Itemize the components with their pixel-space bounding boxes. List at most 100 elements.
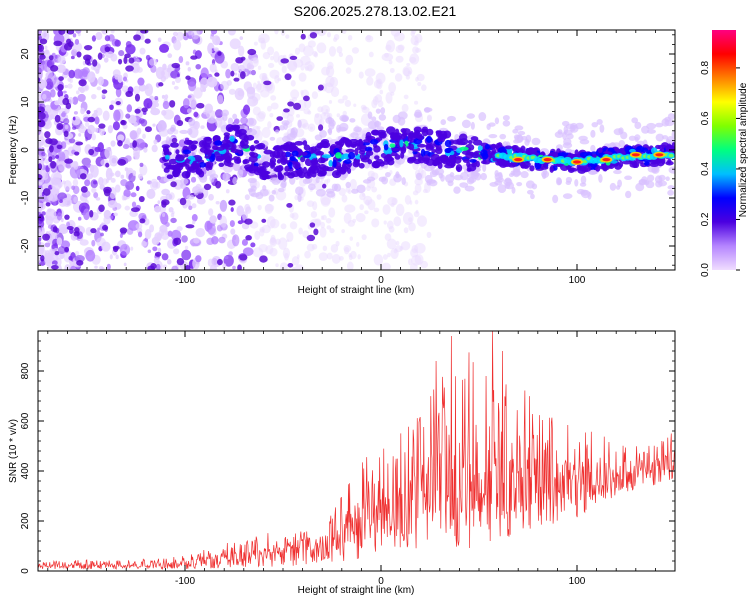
peak-amplitude-marker: [573, 160, 581, 164]
signal-halo: [232, 176, 238, 185]
signal-halo: [494, 117, 500, 125]
noise-speck-dark: [303, 95, 310, 102]
signal-band: [399, 139, 404, 148]
signal-halo: [590, 129, 596, 138]
noise-speck: [123, 262, 127, 267]
noise-speck: [224, 255, 229, 260]
signal-band: [275, 154, 281, 159]
signal-band: [568, 168, 575, 173]
signal-halo: [376, 126, 385, 131]
signal-band: [636, 146, 642, 153]
noise-speck: [51, 179, 62, 192]
signal-band: [170, 142, 179, 148]
signal-halo: [259, 188, 269, 197]
noise-speck: [66, 221, 71, 227]
noise-speck: [77, 125, 88, 134]
signal-band: [205, 164, 211, 171]
noise-speck: [404, 194, 412, 205]
signal-halo: [319, 130, 327, 138]
signal-halo: [667, 185, 675, 190]
signal-band: [230, 148, 240, 153]
noise-speck: [265, 245, 274, 255]
noise-speck: [347, 34, 353, 41]
signal-halo: [525, 134, 532, 143]
signal-halo: [590, 144, 596, 153]
noise-speck: [357, 254, 361, 260]
noise-speck-dark: [289, 55, 298, 60]
colorbar-ticks: 0.0 0.2 0.4 0.6 0.8: [700, 61, 740, 277]
noise-speck: [38, 79, 46, 90]
signal-halo: [362, 179, 372, 184]
signal-halo: [281, 179, 287, 189]
noise-speck-dark: [203, 183, 212, 191]
signal-band: [413, 158, 422, 165]
signal-halo: [497, 184, 507, 194]
signal-band: [367, 159, 373, 165]
signal-band: [213, 151, 221, 158]
signal-halo: [279, 125, 285, 131]
signal-band: [253, 140, 260, 144]
signal-halo: [232, 113, 238, 120]
signal-halo: [440, 174, 445, 182]
noise-speck: [379, 89, 384, 95]
signal-halo: [262, 156, 270, 163]
noise-speck: [133, 152, 137, 157]
noise-speck-dark: [293, 102, 302, 110]
noise-speck-dark: [52, 226, 58, 233]
noise-speck: [132, 170, 137, 176]
signal-halo: [570, 122, 578, 130]
signal-band: [238, 132, 248, 140]
noise-speck: [121, 85, 129, 93]
noise-speck: [304, 250, 311, 259]
colorbar-label: Normalized spectral amplitude: [738, 82, 749, 217]
noise-speck: [168, 207, 174, 213]
noise-speck: [341, 229, 345, 234]
signal-band: [245, 166, 254, 172]
noise-speck-dark: [38, 213, 44, 222]
noise-speck-dark: [45, 137, 53, 144]
noise-speck-dark: [98, 204, 105, 213]
signal-halo: [658, 180, 668, 187]
noise-speck: [123, 189, 131, 198]
signal-band: [302, 140, 308, 146]
noise-speck-dark: [74, 151, 80, 156]
signal-halo: [397, 116, 406, 126]
noise-speck: [373, 254, 384, 266]
noise-speck-dark: [38, 111, 46, 120]
noise-speck: [188, 97, 197, 108]
noise-speck: [388, 82, 397, 94]
noise-speck: [191, 203, 197, 209]
signal-halo: [521, 135, 528, 141]
noise-speck: [97, 142, 104, 153]
noise-speck: [91, 239, 96, 247]
noise-speck: [269, 218, 280, 229]
signal-band: [334, 141, 343, 145]
noise-speck-dark: [80, 186, 88, 193]
signal-halo: [555, 177, 562, 186]
signal-band: [507, 162, 517, 168]
noise-speck: [107, 125, 113, 134]
noise-speck-dark: [64, 158, 73, 164]
noise-speck: [270, 95, 277, 101]
noise-speck: [387, 252, 391, 258]
noise-speck: [94, 265, 98, 269]
signal-band: [282, 159, 290, 164]
noise-speck: [86, 173, 94, 180]
noise-speck-dark: [117, 58, 123, 65]
signal-band: [444, 139, 452, 148]
noise-speck: [64, 84, 69, 89]
noise-speck: [302, 122, 310, 130]
signal-halo: [617, 179, 622, 188]
signal-halo: [517, 130, 526, 136]
snr-x-label: Height of straight line (km): [298, 585, 415, 596]
noise-speck: [118, 50, 125, 57]
noise-speck-dark: [84, 58, 91, 65]
noise-speck: [87, 71, 96, 83]
noise-speck: [251, 97, 258, 106]
noise-speck: [345, 54, 354, 66]
signal-band: [469, 158, 477, 163]
noise-speck-dark: [57, 84, 64, 91]
signal-halo: [562, 193, 573, 200]
noise-speck: [41, 93, 47, 100]
